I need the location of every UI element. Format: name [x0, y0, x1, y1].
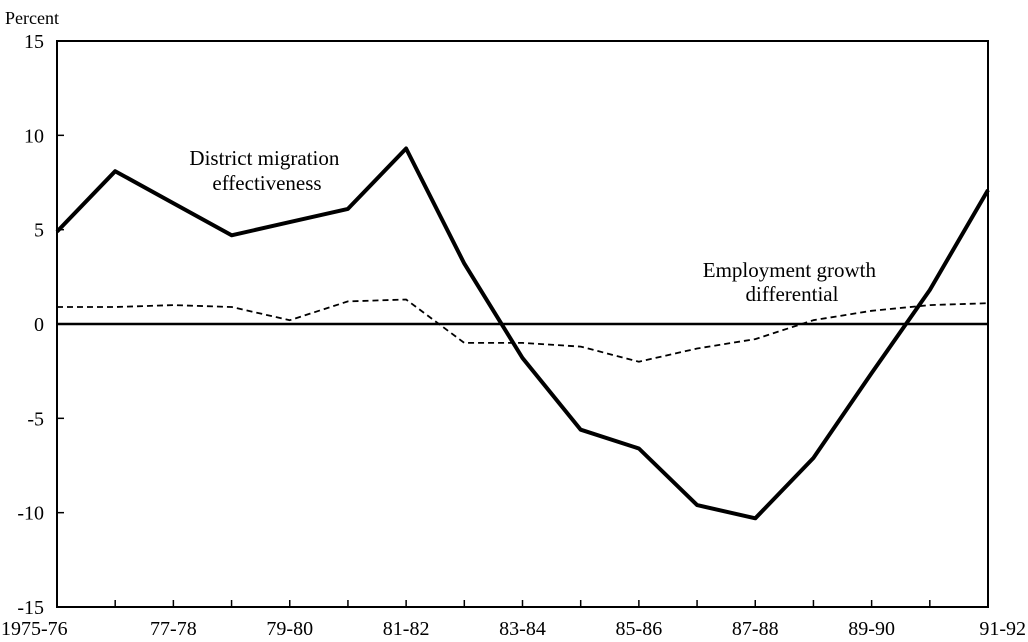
x-tick-label: 89-90 — [848, 618, 895, 640]
annotation-migration: District migration effectiveness — [189, 146, 344, 195]
annotation-employment-line-2: differential — [746, 282, 839, 306]
y-tick-label: -10 — [17, 503, 44, 525]
series-line-migration — [55, 146, 990, 521]
x-tick-label: 85-86 — [616, 618, 663, 640]
x-tick-label: 81-82 — [383, 618, 430, 640]
annotation-employment-line-1: Employment growth — [703, 258, 877, 282]
x-tick-label: 1975-76 — [1, 618, 68, 640]
y-tick-label: -15 — [17, 597, 44, 619]
series-layer — [55, 146, 990, 521]
series-line-employment — [57, 298, 989, 363]
x-tick-label: 79-80 — [266, 618, 313, 640]
x-axis-ticks: 1975-76 77-78 79-80 81-82 83-84 85-86 87-88 89-… — [1, 600, 1026, 640]
plot-frame — [56, 40, 989, 608]
x-tick-label: 83-84 — [499, 618, 546, 640]
y-tick-label: 0 — [34, 314, 44, 336]
x-tick-label: 91-92 — [979, 618, 1026, 640]
x-tick-label: 87-88 — [732, 618, 779, 640]
y-tick-label: 5 — [34, 220, 44, 242]
y-tick-label: 10 — [24, 125, 44, 147]
y-axis-ticks: 15 10 5 0 -5 -10 -15 — [17, 31, 64, 619]
y-tick-label: 15 — [24, 31, 44, 53]
annotation-employment: Employment growth differential — [703, 258, 881, 306]
annotation-migration-line-2: effectiveness — [212, 171, 321, 195]
x-tick-label: 77-78 — [150, 618, 197, 640]
y-axis-unit-label: Percent — [5, 8, 59, 28]
annotation-migration-line-1: District migration — [189, 146, 339, 170]
y-tick-label: -5 — [27, 408, 44, 430]
